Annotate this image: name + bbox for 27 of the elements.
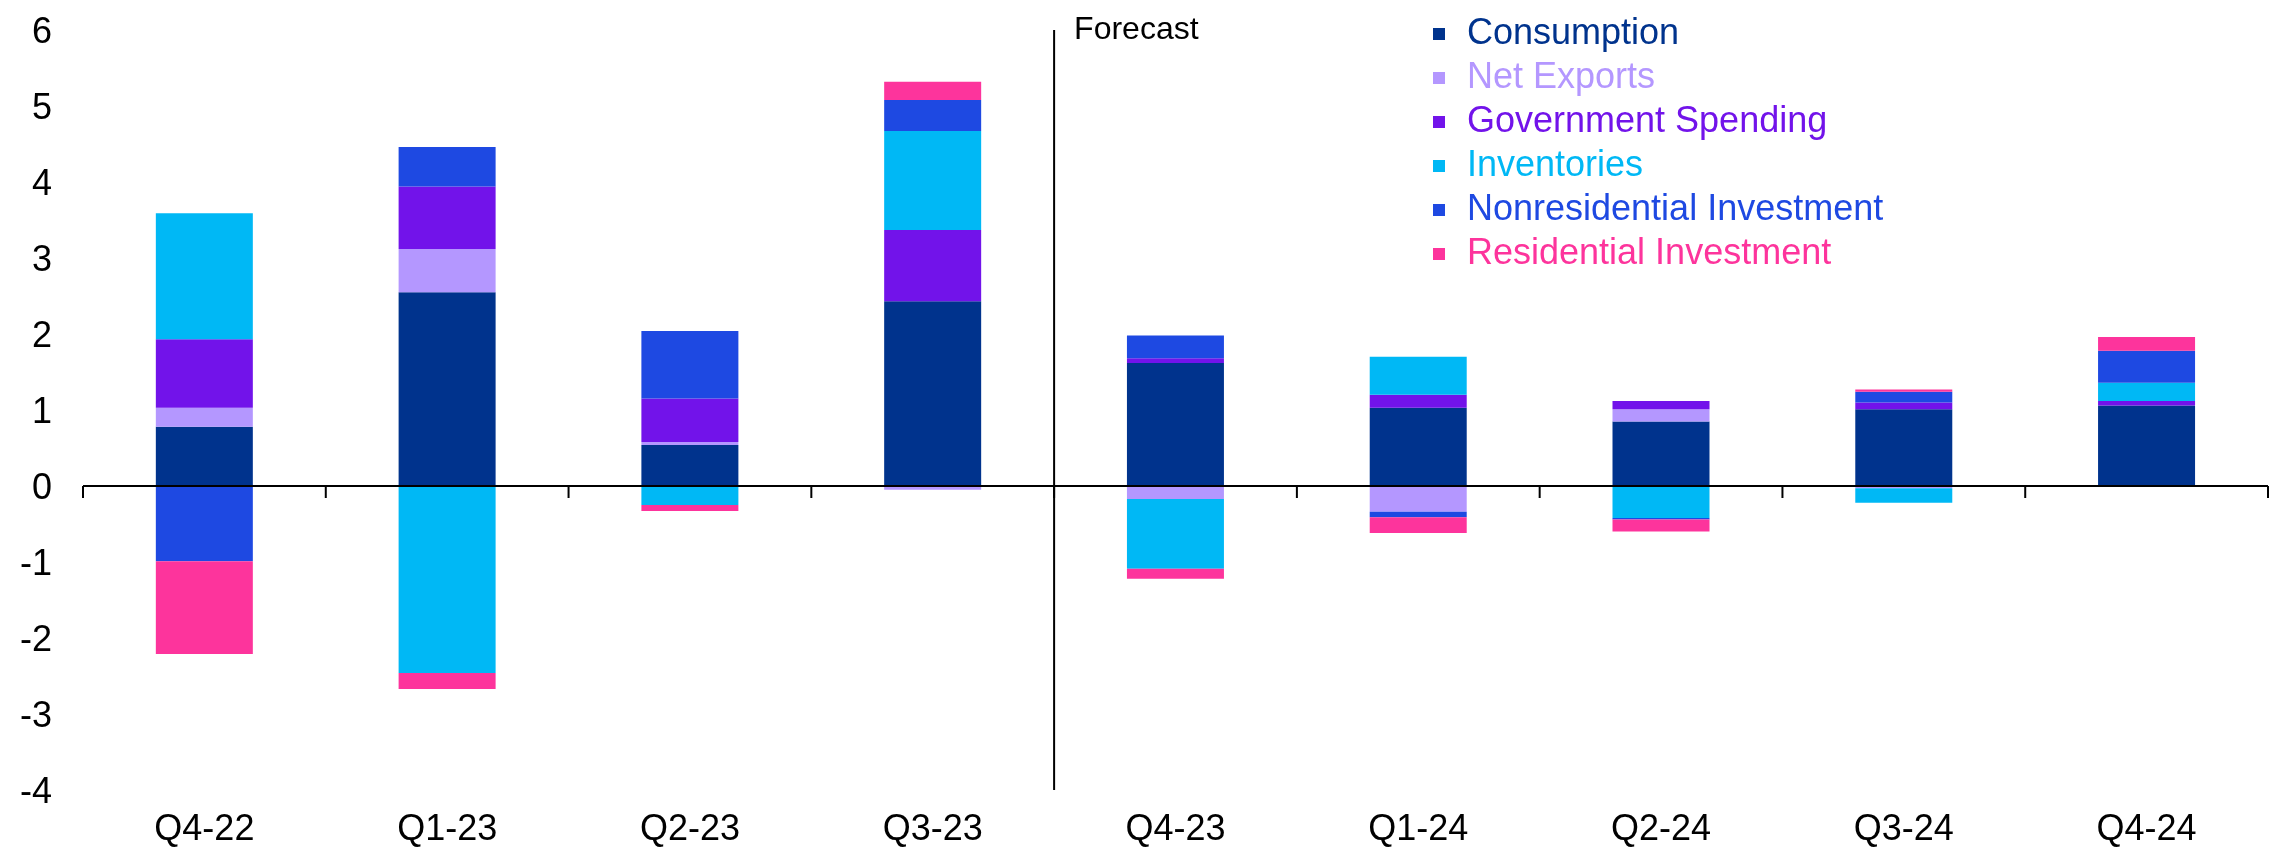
y-tick-label: 2 (31, 313, 52, 355)
legend-label: Nonresidential Investment (1467, 187, 1884, 228)
legend-label: Government Spending (1467, 99, 1828, 140)
y-tick-label: -1 (19, 541, 52, 583)
y-tick-label: 0 (31, 465, 52, 507)
x-tick-label: Q2-24 (1611, 806, 1712, 848)
y-tick-label: 4 (31, 161, 52, 203)
x-tick-label: Q1-24 (1368, 806, 1469, 848)
legend-label: Consumption (1467, 11, 1680, 52)
legend-label: Residential Investment (1467, 231, 1832, 272)
x-tick-label: Q4-22 (154, 806, 255, 848)
x-tick-label: Q4-24 (2096, 806, 2197, 848)
y-tick-label: -3 (19, 693, 52, 735)
y-tick-label: 3 (31, 237, 52, 279)
y-tick-label: -4 (19, 769, 52, 811)
legend-label: Inventories (1467, 143, 1644, 184)
x-tick-label: Q1-23 (397, 806, 498, 848)
x-tick-label: Q4-23 (1125, 806, 1226, 848)
y-tick-label: 5 (31, 85, 52, 127)
legend-label: Net Exports (1467, 55, 1656, 96)
x-tick-label: Q3-24 (1853, 806, 1954, 848)
y-tick-label: 1 (31, 389, 52, 431)
y-tick-label: -2 (19, 617, 52, 659)
annotation: Forecast (1074, 10, 1199, 47)
x-tick-label: Q3-23 (882, 806, 983, 848)
y-tick-label: 6 (31, 9, 52, 51)
x-tick-label: Q2-23 (639, 806, 740, 848)
